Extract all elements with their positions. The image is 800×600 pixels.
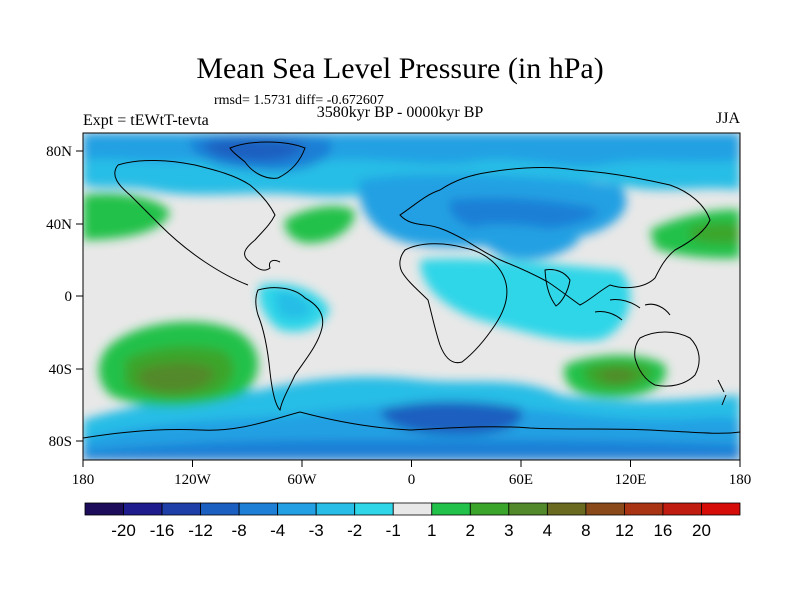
antarctica-coast bbox=[83, 411, 740, 439]
colorbar-label: -20 bbox=[111, 521, 136, 540]
colorbar-label: 12 bbox=[615, 521, 634, 540]
experiment-label: Expt = tEWtT-tevta bbox=[83, 112, 209, 129]
eurasia-low-core bbox=[449, 198, 600, 232]
colorbar: -20 -16 -12 -8 -4 -3 -2 -1 1 2 3 4 8 12 16 20 bbox=[84, 502, 741, 540]
colorbar-swatch bbox=[431, 502, 471, 516]
new-zealand-coast bbox=[717, 379, 727, 406]
colorbar-swatch bbox=[200, 502, 240, 516]
colorbar-swatch bbox=[277, 502, 317, 516]
colorbar-label: -16 bbox=[150, 521, 175, 540]
lon-axis: 180 120W 60W 0 60E 120E 180 bbox=[72, 460, 752, 488]
india-coast bbox=[544, 269, 571, 307]
coastlines bbox=[83, 141, 740, 439]
colorbar-swatch bbox=[315, 502, 356, 516]
colorbar-label: 2 bbox=[466, 521, 475, 540]
colorbar-label: 8 bbox=[581, 521, 590, 540]
colorbar-label: 1 bbox=[427, 521, 436, 540]
colorbar-label: -4 bbox=[270, 521, 285, 540]
colorbar-swatch bbox=[508, 502, 548, 516]
north-america-coast bbox=[114, 159, 281, 286]
colorbar-swatch bbox=[123, 502, 163, 516]
colorbar-swatch bbox=[238, 502, 279, 516]
lat-axis: 80N 40N 0 40S 80S bbox=[46, 144, 83, 450]
colorbar-swatch bbox=[392, 502, 433, 516]
colorbar-label: -1 bbox=[386, 521, 401, 540]
south-pacific-high-core bbox=[138, 362, 215, 393]
lat-tick-label: 0 bbox=[65, 289, 73, 305]
lon-tick-label: 0 bbox=[408, 472, 416, 488]
lat-tick-label: 80S bbox=[49, 434, 72, 450]
north-atlantic-high bbox=[284, 206, 355, 244]
colorbar-swatch bbox=[546, 502, 587, 516]
chart-title: Mean Sea Level Pressure (in hPa) bbox=[196, 52, 604, 85]
colorbar-swatch bbox=[84, 502, 124, 516]
africa-coast bbox=[399, 243, 508, 364]
eurasia-coast bbox=[399, 166, 711, 306]
lat-tick-label: 40N bbox=[46, 217, 72, 233]
lon-tick-label: 180 bbox=[729, 472, 752, 488]
colorbar-label: 16 bbox=[653, 521, 672, 540]
nw-pacific-high-core bbox=[690, 223, 740, 244]
colorbar-swatch bbox=[161, 502, 201, 516]
colorbar-swatch bbox=[624, 502, 664, 516]
south-indian-high-core bbox=[598, 368, 637, 383]
greenland-low-core bbox=[205, 139, 305, 161]
colorbar-swatch bbox=[701, 502, 741, 516]
lon-tick-label: 120E bbox=[615, 472, 647, 488]
colorbar-label: -8 bbox=[232, 521, 247, 540]
greenland-coast bbox=[229, 141, 306, 179]
south-america-coast bbox=[255, 287, 324, 412]
lon-tick-label: 180 bbox=[72, 472, 95, 488]
anomaly-field bbox=[83, 133, 740, 460]
indian-ocean-negative bbox=[420, 258, 631, 341]
south-america-negative-core bbox=[275, 291, 312, 319]
lon-tick-label: 120W bbox=[174, 472, 212, 488]
colorbar-label: 4 bbox=[543, 521, 552, 540]
australia-coast bbox=[634, 331, 700, 387]
period-label: 3580kyr BP - 0000kyr BP bbox=[316, 104, 484, 121]
lon-tick-label: 60E bbox=[509, 472, 533, 488]
colorbar-label: -12 bbox=[188, 521, 213, 540]
lon-tick-label: 60W bbox=[287, 472, 317, 488]
colorbar-swatch bbox=[585, 502, 625, 516]
antarctic-negative bbox=[83, 440, 740, 460]
colorbar-label: -3 bbox=[309, 521, 324, 540]
map-area bbox=[83, 133, 740, 460]
colorbar-swatch bbox=[662, 502, 702, 516]
lat-tick-label: 80N bbox=[46, 144, 72, 160]
north-pacific-high bbox=[83, 193, 170, 240]
lat-tick-label: 40S bbox=[49, 362, 72, 378]
colorbar-label: 20 bbox=[692, 521, 711, 540]
arabia-low bbox=[476, 224, 580, 260]
colorbar-label: 3 bbox=[504, 521, 513, 540]
stats-label: rmsd= 1.5731 diff= -0.672607 bbox=[214, 93, 384, 108]
colorbar-swatch bbox=[469, 502, 510, 516]
maritime-continent-coast bbox=[594, 299, 671, 321]
colorbar-swatch bbox=[354, 502, 394, 516]
season-label: JJA bbox=[715, 110, 740, 127]
colorbar-label: -2 bbox=[347, 521, 362, 540]
